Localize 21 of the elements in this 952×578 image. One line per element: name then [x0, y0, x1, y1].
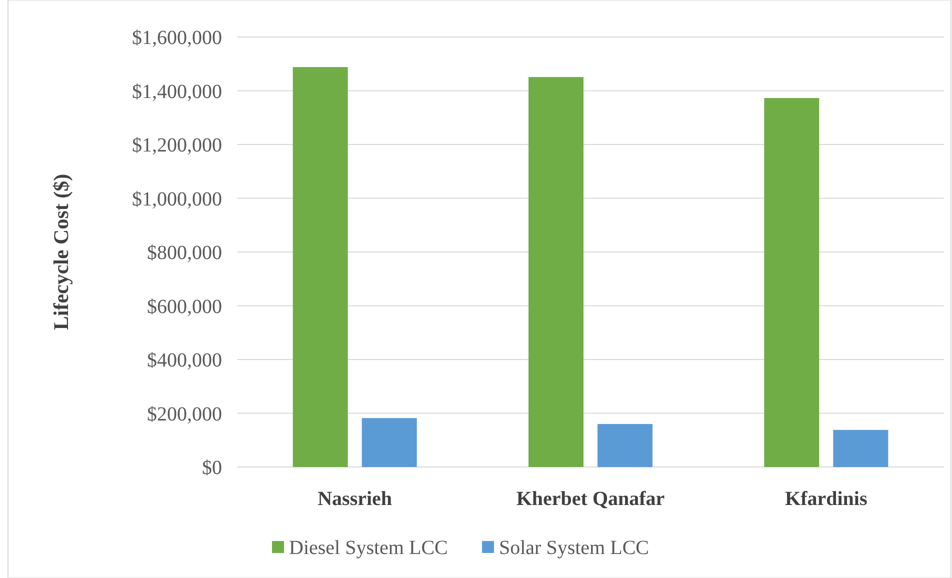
- y-tick-label: $600,000: [147, 296, 222, 318]
- bar: [362, 418, 417, 467]
- y-axis-title: Lifecycle Cost ($): [49, 174, 73, 330]
- bar: [528, 77, 584, 467]
- y-tick-label: $400,000: [147, 350, 222, 372]
- y-tick-label: $1,600,000: [132, 27, 222, 49]
- legend-label: Diesel System LCC: [289, 537, 448, 559]
- bar: [598, 424, 652, 467]
- y-tick-label: $1,400,000: [132, 80, 222, 103]
- bar: [833, 430, 888, 467]
- y-tick-label: $1,200,000: [132, 134, 222, 156]
- y-tick-label: $200,000: [147, 403, 222, 426]
- x-tick-label: Kfardinis: [785, 488, 868, 510]
- x-tick-label: Kherbet Qanafar: [516, 488, 665, 510]
- y-tick-label: $0: [202, 457, 222, 479]
- bar: [292, 67, 348, 467]
- y-tick-label: $1,000,000: [132, 188, 222, 210]
- bar: [764, 98, 820, 467]
- y-tick-label: $800,000: [147, 242, 222, 264]
- x-tick-label: Nassrieh: [318, 488, 392, 510]
- legend-label: Solar System LCC: [499, 537, 650, 559]
